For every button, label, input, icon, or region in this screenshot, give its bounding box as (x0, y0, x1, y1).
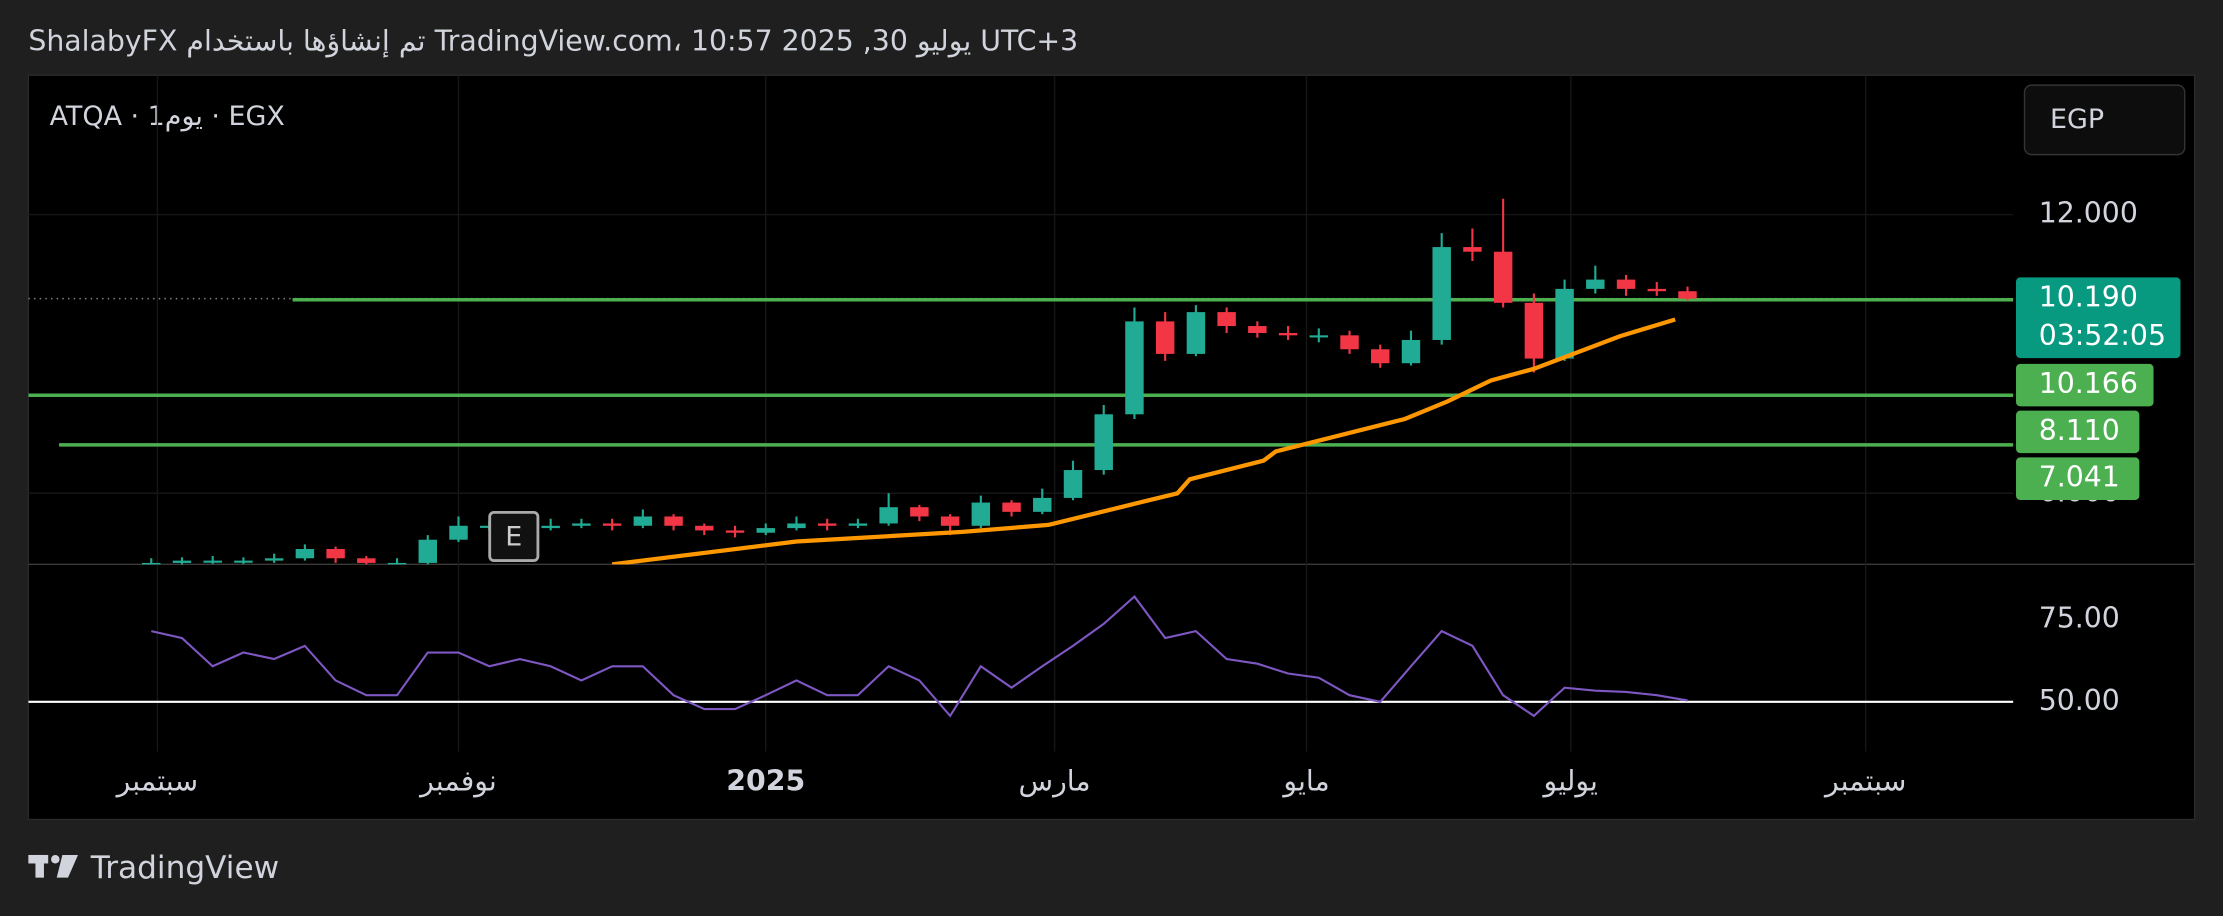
moving-average (611, 317, 1676, 565)
last-price-label: 10.190 (2039, 281, 2138, 314)
candle-body (234, 560, 253, 563)
candle-body (1094, 414, 1113, 471)
hline-badge (2016, 457, 2140, 500)
candle-body (1463, 247, 1482, 252)
x-tick-label: نوفمبر (418, 765, 497, 798)
candle-body (817, 523, 837, 526)
candle-body (787, 523, 806, 529)
candle-body (848, 523, 868, 526)
event-marker (488, 510, 540, 562)
x-tick-label: مارس (1019, 765, 1091, 798)
countdown-label: 03:52:05 (2039, 319, 2166, 352)
y-tick-label: 12.000 (2039, 197, 2138, 230)
currency-box[interactable] (2023, 84, 2186, 156)
candle-body (1678, 291, 1697, 299)
candle-body (1155, 321, 1175, 354)
hline-badge (2016, 410, 2140, 454)
candle-body (387, 562, 407, 565)
symbol-label: ATQA · 1يوم · EGX (50, 101, 285, 132)
event-label: E (505, 521, 522, 552)
x-tick-label: مايو (1281, 765, 1329, 798)
candle-body (664, 516, 683, 526)
candle-body (172, 560, 192, 563)
candle-body (1248, 326, 1267, 334)
candle-body (1586, 279, 1605, 289)
header-title: ShalabyFX تم إنشاؤها باستخدام TradingVie… (28, 25, 1078, 58)
candle-body (633, 516, 653, 526)
rsi-line (151, 594, 1688, 718)
candle-body (1616, 279, 1636, 289)
x-tick-label: 2025 (726, 765, 805, 798)
candle-body (541, 525, 560, 529)
candle-body (1033, 497, 1052, 512)
hline-label: 10.166 (2039, 367, 2138, 400)
candle-body (295, 549, 315, 559)
candle-body (357, 558, 376, 563)
y-tick-label: 75.00 (2039, 602, 2120, 635)
logo (28, 854, 78, 878)
candle-body (1493, 251, 1513, 303)
pane (28, 75, 2014, 565)
x-tick-label: سبتمبر (1823, 765, 1906, 798)
candle-body (572, 523, 591, 526)
candle-body (1002, 502, 1021, 512)
candle-body (940, 516, 960, 526)
pane (28, 564, 2014, 752)
candle-body (879, 507, 898, 524)
candle-body (1063, 470, 1083, 498)
candle-body (695, 525, 714, 531)
candle-body (142, 562, 161, 565)
candle-body (1432, 247, 1451, 340)
candle-body (203, 560, 222, 563)
hline-label: 8.110 (2039, 414, 2120, 447)
currency-label: EGP (2050, 104, 2104, 135)
candle-body (264, 558, 284, 561)
candle-body (1401, 339, 1421, 364)
candle-body (1524, 302, 1544, 359)
candle-body (1125, 321, 1144, 415)
x-tick-label: يوليو (1542, 765, 1598, 798)
last-price-badge (2016, 277, 2181, 359)
candle-body (971, 502, 991, 526)
candle-body (1340, 335, 1359, 350)
candle-body (1309, 335, 1329, 338)
x-tick-label: سبتمبر (115, 765, 198, 798)
candle-body (725, 530, 745, 533)
candle-body (910, 507, 929, 517)
footer-brand: TradingView (90, 850, 279, 886)
candle-body (1371, 349, 1390, 364)
candle-body (418, 539, 437, 563)
candle-body (1186, 312, 1206, 354)
candle-body (602, 523, 622, 526)
hline-badge (2016, 363, 2154, 407)
candle-body (1555, 288, 1574, 359)
candle-body (756, 528, 775, 533)
candle-body (1647, 288, 1666, 292)
candle-body (1278, 333, 1298, 336)
candle-body (449, 525, 468, 540)
y-tick-label: 50.00 (2039, 684, 2120, 717)
candle-body (1217, 312, 1236, 327)
candle-body (326, 549, 345, 559)
hline-label: 7.041 (2039, 461, 2120, 494)
